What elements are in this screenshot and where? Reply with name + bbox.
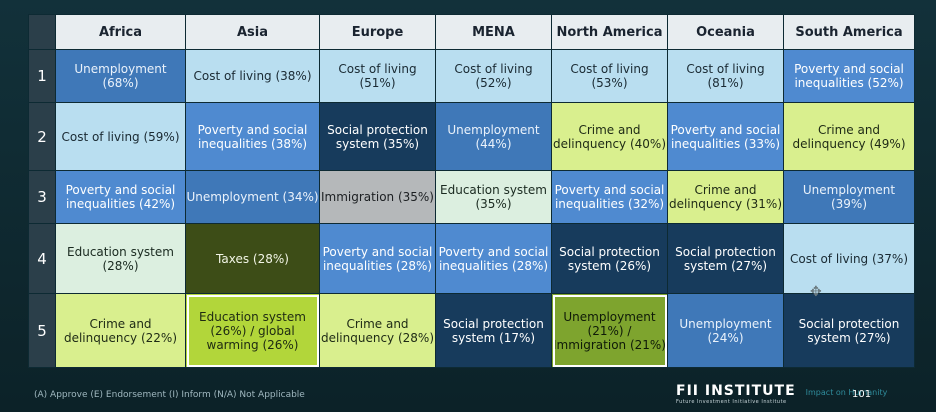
table-cell: Education system (26%) / global warming … <box>185 293 320 368</box>
table-row: 4 Education system (28%) Taxes (28%) Pov… <box>28 223 915 294</box>
corner-cell <box>28 14 56 50</box>
table-cell: Cost of living (81%) <box>667 49 784 103</box>
page-number: 101 <box>852 389 872 400</box>
table-cell: Unemployment (21%) / Immigration (21%) <box>551 293 668 368</box>
header-row: Africa Asia Europe MENA North America Oc… <box>28 14 915 50</box>
table-cell: Crime and delinquency (49%) <box>783 102 915 171</box>
table-row: 1 Unemployment (68%) Cost of living (38%… <box>28 49 915 103</box>
concerns-ranking-table: Africa Asia Europe MENA North America Oc… <box>28 14 915 368</box>
table-cell: Cost of living (52%) <box>435 49 552 103</box>
move-cursor-icon: ✥ <box>810 284 822 300</box>
rank-number: 2 <box>28 102 56 171</box>
table-cell: Unemployment (24%) <box>667 293 784 368</box>
header-asia: Asia <box>185 14 320 50</box>
table-cell: Unemployment (68%) <box>55 49 186 103</box>
table-cell: Taxes (28%) <box>185 223 320 294</box>
table-cell: Education system (28%) <box>55 223 186 294</box>
approval-legend: (A) Approve (E) Endorsement (I) Inform (… <box>34 390 305 400</box>
table-cell: Crime and delinquency (31%) <box>667 170 784 224</box>
header-mena: MENA <box>435 14 552 50</box>
table-cell: Cost of living (53%) <box>551 49 668 103</box>
table-cell: Crime and delinquency (40%) <box>551 102 668 171</box>
fii-institute-logo: FII INSTITUTE Future Investment Initiati… <box>676 380 887 405</box>
header-europe: Europe <box>319 14 436 50</box>
table-cell: Poverty and social inequalities (38%) <box>185 102 320 171</box>
table-cell: Unemployment (44%) <box>435 102 552 171</box>
table-cell: Unemployment (39%) <box>783 170 915 224</box>
table-cell: Social protection system (27%) <box>783 293 915 368</box>
brand-tagline: Impact on Humanity <box>805 388 888 397</box>
table-cell: Social protection system (27%) <box>667 223 784 294</box>
table-cell: Crime and delinquency (28%) <box>319 293 436 368</box>
table-cell: Poverty and social inequalities (33%) <box>667 102 784 171</box>
table-row: 5 Crime and delinquency (22%) Education … <box>28 293 915 368</box>
brand-name: FII INSTITUTE <box>676 383 796 399</box>
header-africa: Africa <box>55 14 186 50</box>
table-cell: Education system (35%) <box>435 170 552 224</box>
table-cell: Immigration (35%) <box>319 170 436 224</box>
rank-number: 1 <box>28 49 56 103</box>
table-cell: Cost of living (37%) <box>783 223 915 294</box>
table-cell: Social protection system (35%) <box>319 102 436 171</box>
table-cell: Cost of living (38%) <box>185 49 320 103</box>
table-row: 2 Cost of living (59%) Poverty and socia… <box>28 102 915 171</box>
rank-number: 4 <box>28 223 56 294</box>
table-row: 3 Poverty and social inequalities (42%) … <box>28 170 915 224</box>
brand-subtitle: Future Investment Initiative Institute <box>676 399 787 405</box>
table-cell: Unemployment (34%) <box>185 170 320 224</box>
table-cell: Crime and delinquency (22%) <box>55 293 186 368</box>
table-cell: Poverty and social inequalities (28%) <box>319 223 436 294</box>
table-cell: Poverty and social inequalities (42%) <box>55 170 186 224</box>
header-oceania: Oceania <box>667 14 784 50</box>
rank-number: 3 <box>28 170 56 224</box>
table-cell: Cost of living (51%) <box>319 49 436 103</box>
header-south-america: South America <box>783 14 915 50</box>
header-north-america: North America <box>551 14 668 50</box>
table-cell: Social protection system (17%) <box>435 293 552 368</box>
table-cell: Poverty and social inequalities (32%) <box>551 170 668 224</box>
rank-number: 5 <box>28 293 56 368</box>
table-cell: Poverty and social inequalities (28%) <box>435 223 552 294</box>
table-cell: Poverty and social inequalities (52%) <box>783 49 915 103</box>
table-cell: Cost of living (59%) <box>55 102 186 171</box>
table-cell: Social protection system (26%) <box>551 223 668 294</box>
